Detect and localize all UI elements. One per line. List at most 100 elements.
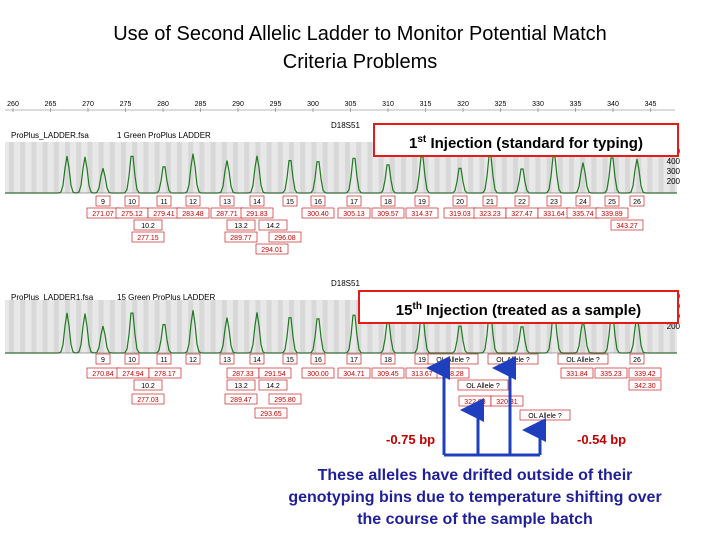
- callout-1-number: 1: [409, 135, 418, 152]
- bin-band: [109, 300, 115, 353]
- bin-band: [76, 142, 82, 193]
- p2-allele-7-box: [310, 353, 326, 365]
- p1-allele-23-box: [546, 195, 562, 207]
- p1-allele-19-box: [414, 195, 430, 207]
- axis-tick-280: 280: [157, 101, 169, 108]
- p1-allele-14: 14: [253, 199, 261, 206]
- bin-band: [423, 300, 429, 353]
- p1-allele-9: 9: [101, 199, 105, 206]
- bin-band: [434, 142, 440, 193]
- p1-allele-16-box: [310, 195, 326, 207]
- p2-allele-13-box: [557, 353, 609, 365]
- p2-allele-13: OL Allele ?: [566, 357, 600, 364]
- bin-band: [210, 300, 216, 353]
- p2-allele-8-box: [346, 353, 362, 365]
- p1-size-291.83-box: [240, 207, 274, 219]
- bin-band: [569, 142, 574, 193]
- p1-allele-18: 18: [384, 199, 392, 206]
- bin-band: [468, 142, 474, 193]
- bin-band: [479, 142, 485, 193]
- bin-band: [658, 142, 664, 193]
- p1-allele-21: 21: [486, 199, 494, 206]
- bin-band: [457, 142, 462, 193]
- p2-size-291.54-box: [258, 367, 292, 379]
- bin-band: [535, 300, 541, 353]
- p1-allele-9-box: [95, 195, 111, 207]
- p2-allele-6-box: [282, 353, 298, 365]
- p2-size-278.17-box: [148, 367, 182, 379]
- bin-band: [479, 300, 485, 353]
- bin-band: [210, 142, 216, 193]
- p1-sub-size-296.08-box: [268, 231, 302, 243]
- axis-tick-315: 315: [420, 101, 432, 108]
- drift-right-value: -0.54 bp: [577, 432, 627, 447]
- p1-allele-18-box: [380, 195, 396, 207]
- p2-size-331.84-box: [560, 367, 594, 379]
- p1-size-283.48-box: [176, 207, 210, 219]
- bin-band: [401, 300, 406, 353]
- panel-1-trace: [5, 142, 677, 194]
- p2-sub-size-289.47-box: [224, 393, 258, 405]
- p2-allele-4-box: [219, 353, 235, 365]
- callout-1-suffix: st: [417, 134, 427, 145]
- p1-sub-size-294.01: 294.01: [261, 247, 283, 254]
- axis-tick-335: 335: [570, 101, 582, 108]
- p1-size-300.40-box: [301, 207, 335, 219]
- p2-allele-3: 12: [189, 357, 197, 364]
- p2-size-300.00-box: [301, 367, 335, 379]
- bin-band: [9, 142, 14, 193]
- p2-size-331.84: 331.84: [566, 371, 588, 378]
- p2-allele-5-box: [249, 353, 265, 365]
- bin-band: [20, 300, 26, 353]
- p1-size-305.13-box: [337, 207, 371, 219]
- p1-allele-14-box: [249, 195, 265, 207]
- p1-allele-21-box: [482, 195, 498, 207]
- p1-size-287.71: 287.71: [216, 211, 238, 218]
- scale-label-400: 400: [667, 157, 681, 166]
- panel-2-file-label: ProPlus_LADDER1.fsa: [11, 293, 94, 302]
- bin-band: [121, 300, 126, 353]
- bin-band: [311, 300, 317, 353]
- p2-sub-size-320.31-box: [490, 395, 524, 407]
- p2-sub-size-277.03: 277.03: [137, 397, 159, 404]
- p2-size-318.28: 318.28: [442, 371, 464, 378]
- bin-band: [513, 142, 518, 193]
- p2-sub-size-289.47: 289.47: [230, 397, 252, 404]
- p2-allele-3-box: [185, 353, 201, 365]
- bin-band: [625, 300, 630, 353]
- axis-tick-300: 300: [307, 101, 319, 108]
- axis-tick-275: 275: [120, 101, 132, 108]
- axis-tick-330: 330: [532, 101, 544, 108]
- axis-tick-310: 310: [382, 101, 394, 108]
- p2-allele-6: 15: [286, 357, 294, 364]
- p1-allele-19: 19: [418, 199, 426, 206]
- bin-band: [423, 142, 429, 193]
- p1-allele-13-box: [219, 195, 235, 207]
- p2-size-313.67: 313.67: [411, 371, 433, 378]
- p2-sub-allele-0: 10.2: [141, 383, 155, 390]
- p1-size-271.07: 271.07: [92, 211, 114, 218]
- p1-sub-size-289.77-box: [224, 231, 258, 243]
- bin-band: [378, 300, 384, 353]
- bin-band: [244, 142, 250, 193]
- p1-size-339.89-box: [595, 207, 629, 219]
- bin-band: [389, 142, 395, 193]
- bin-band: [20, 142, 26, 193]
- caption-text: These alleles have drifted outside of th…: [288, 467, 662, 528]
- p1-allele-22: 22: [518, 199, 526, 206]
- scale-label-200: 200: [667, 322, 681, 331]
- panel-1-size-axis: 260 265 270 275 280 285 290 295 300 305 310 315 320 3…: [5, 101, 675, 112]
- p2-allele-1: 10: [128, 357, 136, 364]
- panel-2-allele-labels: 9 10 11 12 13 14 15 16 17 18 19 OL Allele ? OL Allel…: [86, 353, 662, 421]
- panel-2-trace: [5, 300, 677, 354]
- p1-sub-allele-10.2-box: [133, 219, 163, 231]
- bin-band: [154, 142, 160, 193]
- callout-2-text: Injection (treated as a sample): [426, 302, 642, 319]
- bin-band: [625, 142, 630, 193]
- bin-band: [244, 300, 250, 353]
- p1-size-335.74: 335.74: [572, 211, 594, 218]
- p1-allele-12-box: [185, 195, 201, 207]
- bin-band: [76, 300, 82, 353]
- p1-size-283.48: 283.48: [182, 211, 204, 218]
- p1-size-323.23: 323.23: [479, 211, 501, 218]
